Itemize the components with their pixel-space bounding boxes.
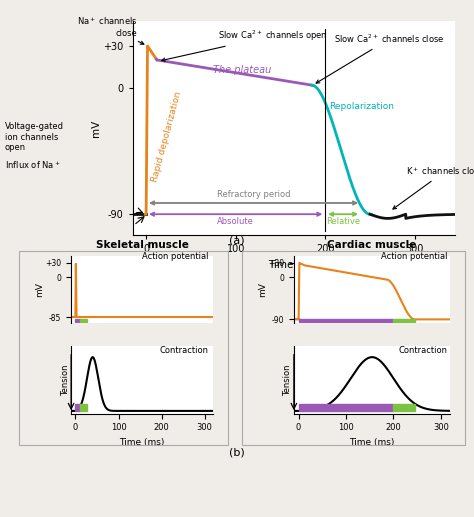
Bar — [75, 404, 80, 411]
Text: Refractory period: Refractory period — [217, 190, 291, 199]
Bar — [75, 320, 80, 322]
Text: Na$^+$ channels
close: Na$^+$ channels close — [76, 16, 144, 44]
Text: (b): (b) — [229, 447, 245, 457]
Text: Influx of Na$^+$: Influx of Na$^+$ — [5, 160, 61, 171]
Text: Action potential: Action potential — [382, 252, 448, 261]
Text: Slow Ca$^{2+}$ channels close: Slow Ca$^{2+}$ channels close — [316, 33, 445, 83]
Text: Contraction: Contraction — [160, 346, 209, 355]
Y-axis label: mV: mV — [258, 282, 267, 297]
Text: Contraction: Contraction — [399, 346, 448, 355]
Text: Action potential: Action potential — [143, 252, 209, 261]
Text: Rapid depolarization: Rapid depolarization — [151, 91, 183, 184]
Title: Cardiac muscle: Cardiac muscle — [328, 239, 417, 250]
Text: Slow Ca$^{2+}$ channels open: Slow Ca$^{2+}$ channels open — [162, 28, 328, 62]
Text: The plateau: The plateau — [213, 65, 272, 74]
Text: Voltage-gated
ion channels
open: Voltage-gated ion channels open — [5, 122, 64, 152]
Text: Repolarization: Repolarization — [329, 102, 394, 111]
Text: (a): (a) — [229, 235, 245, 245]
Bar — [393, 320, 415, 322]
Y-axis label: mV: mV — [91, 119, 100, 136]
X-axis label: Time (ms): Time (ms) — [268, 260, 320, 270]
Text: Absolute: Absolute — [217, 217, 254, 226]
Y-axis label: Tension: Tension — [61, 364, 70, 396]
Bar — [80, 320, 88, 322]
X-axis label: Time (ms): Time (ms) — [119, 438, 165, 447]
Y-axis label: Tension: Tension — [283, 364, 292, 396]
Bar — [299, 320, 393, 322]
Bar — [80, 404, 88, 411]
X-axis label: Time (ms): Time (ms) — [349, 438, 395, 447]
Text: K$^+$ channels close: K$^+$ channels close — [393, 165, 474, 209]
Y-axis label: mV: mV — [35, 282, 44, 297]
Title: Skeletal muscle: Skeletal muscle — [96, 239, 189, 250]
Bar — [299, 404, 393, 411]
Bar — [393, 404, 415, 411]
Text: Relative: Relative — [326, 217, 360, 226]
